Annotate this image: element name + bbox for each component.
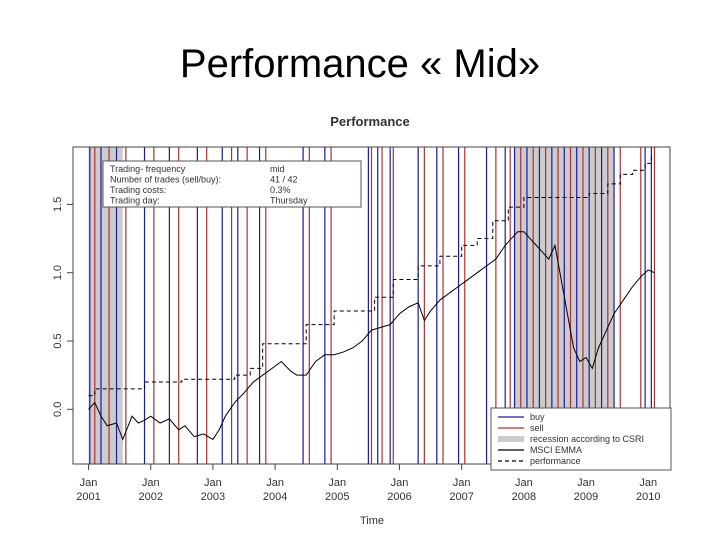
x-tick-label-month-4: Jan bbox=[328, 477, 346, 489]
y-axis: 0.0 0.5 1.0 1.5 bbox=[52, 197, 73, 417]
x-axis-label: Time bbox=[360, 515, 384, 527]
y-tick-label-3: 1.5 bbox=[52, 197, 64, 212]
info-value-1: 41 / 42 bbox=[270, 175, 298, 185]
info-label-3: Trading day: bbox=[110, 196, 160, 206]
x-tick-label-year-8: 2009 bbox=[574, 491, 598, 503]
info-value-0: mid bbox=[270, 164, 285, 174]
x-tick-label-year-3: 2004 bbox=[263, 491, 287, 503]
y-tick-label-2: 1.0 bbox=[52, 265, 64, 280]
x-tick-label-month-6: Jan bbox=[453, 477, 471, 489]
x-tick-label-month-5: Jan bbox=[391, 477, 409, 489]
legend-label-3: MSCI EMMA bbox=[530, 445, 582, 455]
series-line-msci-emma bbox=[88, 231, 655, 441]
y-tick-label-1: 0.5 bbox=[52, 333, 64, 348]
x-tick-label-month-2: Jan bbox=[204, 477, 222, 489]
x-tick-label-year-7: 2008 bbox=[512, 491, 536, 503]
slide-title: Performance « Mid» bbox=[179, 42, 541, 86]
x-axis: Jan 2001 Jan 2002 Jan 2003 Jan 2004 Jan 2005 Jan 20… bbox=[76, 464, 660, 503]
info-value-3: Thursday bbox=[270, 196, 308, 206]
info-value-2: 0.3% bbox=[270, 185, 291, 195]
series-line-performance bbox=[88, 156, 652, 397]
x-tick-label-month-3: Jan bbox=[266, 477, 284, 489]
x-tick-label-month-0: Jan bbox=[80, 477, 98, 489]
x-tick-label-month-8: Jan bbox=[577, 477, 595, 489]
legend-label-1: sell bbox=[530, 423, 544, 433]
x-tick-label-year-1: 2002 bbox=[138, 491, 162, 503]
legend-swatch-2 bbox=[498, 436, 524, 442]
x-tick-label-month-9: Jan bbox=[639, 477, 657, 489]
info-label-0: Trading- frequency bbox=[110, 164, 186, 174]
legend-label-2: recession according to CSRI bbox=[530, 434, 644, 444]
x-tick-label-year-2: 2003 bbox=[201, 491, 225, 503]
x-tick-label-month-7: Jan bbox=[515, 477, 533, 489]
x-tick-label-year-4: 2005 bbox=[325, 491, 349, 503]
legend-label-0: buy bbox=[530, 412, 545, 422]
y-tick-label-0: 0.0 bbox=[52, 402, 64, 417]
x-tick-label-year-0: 2001 bbox=[76, 491, 100, 503]
chart-title: Performance bbox=[330, 114, 409, 129]
info-label-1: Number of trades (sell/buy): bbox=[110, 175, 221, 185]
legend-label-4: performance bbox=[530, 456, 581, 466]
info-box-frame bbox=[102, 160, 362, 208]
series-group bbox=[88, 156, 655, 441]
x-tick-label-month-1: Jan bbox=[142, 477, 160, 489]
info-label-2: Trading costs: bbox=[110, 185, 166, 195]
x-tick-label-year-6: 2007 bbox=[449, 491, 473, 503]
x-tick-label-year-5: 2006 bbox=[387, 491, 411, 503]
plot-frame bbox=[72, 146, 671, 465]
info-box: Trading- frequency mid Number of trades (s… bbox=[102, 160, 362, 208]
x-tick-label-year-9: 2010 bbox=[636, 491, 660, 503]
